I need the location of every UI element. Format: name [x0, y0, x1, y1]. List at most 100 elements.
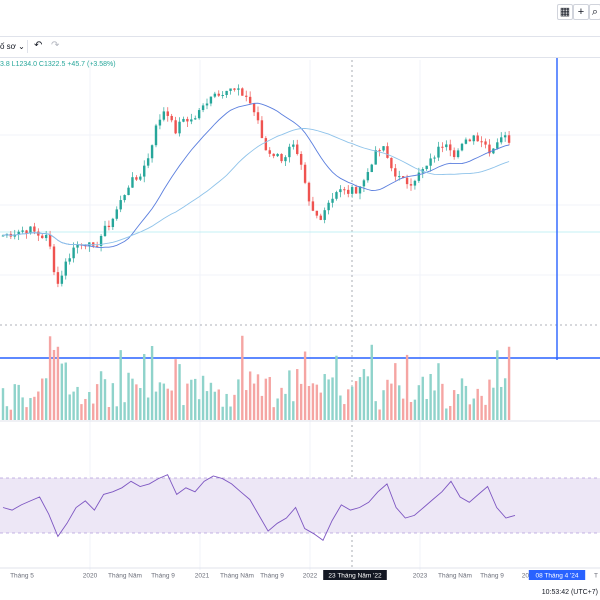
candle-body	[166, 111, 169, 116]
undo-icon[interactable]: ↶	[34, 40, 43, 51]
candle-body	[174, 120, 177, 134]
candle-body	[146, 158, 150, 166]
candle-body	[127, 187, 130, 196]
candle-body	[292, 144, 295, 147]
volume-bar	[405, 354, 409, 420]
candle-body	[464, 139, 468, 144]
time-axis-label: Tháng 9	[480, 573, 504, 580]
volume-bar	[92, 403, 95, 420]
volume-bar	[315, 384, 319, 420]
volume-bar	[276, 398, 279, 420]
chart-type-selector[interactable]: ố sơ ⌄	[0, 42, 25, 51]
candle-body	[64, 261, 67, 276]
top-bar: ▦ + ⌕	[0, 0, 600, 26]
redo-icon[interactable]: ↷	[51, 40, 60, 51]
search-icon[interactable]: ⌕	[589, 4, 600, 20]
volume-bar	[374, 401, 377, 420]
candle-body	[56, 272, 60, 284]
volume-bar	[21, 397, 24, 420]
candle-body	[366, 172, 370, 181]
candle-body	[68, 258, 71, 262]
candle-body	[33, 226, 36, 232]
candle-body	[154, 125, 158, 146]
candle-body	[48, 234, 52, 247]
candle-body	[205, 103, 209, 106]
candle-body	[307, 182, 311, 202]
volume-bar	[503, 378, 507, 420]
candle-body	[225, 90, 228, 96]
candle-body	[323, 210, 326, 220]
candle-body	[158, 119, 162, 126]
volume-bar	[52, 349, 56, 420]
volume-bar	[115, 406, 118, 420]
volume-bar	[425, 398, 428, 420]
candle-body	[339, 189, 342, 193]
volume-bar	[17, 384, 20, 420]
volume-bar	[162, 383, 166, 420]
rsi-line	[2, 474, 516, 541]
candle-body	[92, 242, 95, 246]
volume-bar	[150, 345, 154, 420]
volume-bar	[319, 392, 322, 420]
volume-bar	[296, 369, 299, 420]
grid-icon[interactable]: ▦	[557, 4, 573, 20]
time-axis-label: 2022	[303, 573, 318, 580]
candle-body	[194, 118, 197, 120]
candle-body	[284, 157, 287, 162]
candle-body	[425, 165, 428, 170]
candle-body	[60, 275, 64, 284]
candle-body	[496, 142, 499, 149]
candle-body	[374, 150, 377, 165]
candle-body	[256, 112, 260, 121]
volume-bar	[429, 373, 432, 420]
volume-bar	[401, 398, 405, 420]
candle-body	[245, 95, 248, 97]
volume-bar	[29, 398, 32, 420]
volume-bar	[460, 378, 464, 420]
candle-body	[276, 153, 279, 157]
candle-body	[52, 246, 56, 273]
volume-bar	[484, 404, 487, 420]
candle-body	[413, 180, 417, 186]
volume-bar	[80, 404, 83, 420]
candle-body	[103, 225, 107, 236]
clock-readout: 10:53:42 (UTC+7)	[541, 589, 598, 596]
candle-body	[25, 230, 28, 234]
volume-bar	[237, 379, 240, 420]
volume-bar	[9, 409, 13, 420]
candle-body	[162, 111, 166, 120]
volume-bar	[339, 395, 342, 420]
candle-body	[299, 153, 303, 165]
volume-bar	[307, 385, 311, 420]
volume-bar	[417, 385, 421, 420]
candle-body	[99, 235, 103, 246]
time-axis-label: 2021	[195, 573, 210, 580]
volume-bar	[190, 379, 193, 420]
candle-body	[217, 93, 220, 96]
candle-body	[417, 172, 421, 181]
volume-bar	[217, 389, 220, 420]
volume-bar	[256, 374, 260, 420]
volume-bar	[362, 369, 366, 420]
candle-body	[170, 115, 173, 121]
candle-body	[437, 146, 440, 158]
volume-bar	[123, 402, 126, 420]
volume-bar	[107, 407, 111, 420]
volume-bar	[158, 382, 162, 420]
volume-bar	[480, 395, 483, 420]
candle-body	[456, 150, 460, 158]
candle-body	[111, 218, 115, 228]
candle-body	[41, 235, 44, 239]
volume-bar	[492, 387, 495, 420]
time-axis-label: 08 Tháng 4 '24	[535, 573, 578, 580]
volume-bar	[68, 394, 71, 420]
candle-body	[268, 150, 271, 154]
ohlc-legend: 3.8 L1234.0 C1322.5 +45.7 (+3.58%)	[0, 61, 116, 68]
volume-bar	[292, 401, 295, 420]
time-axis-label: Tháng 9	[260, 573, 284, 580]
candle-body	[233, 88, 236, 90]
volume-bar	[146, 397, 150, 420]
volume-bar	[143, 354, 146, 420]
add-button[interactable]: +	[573, 4, 589, 20]
